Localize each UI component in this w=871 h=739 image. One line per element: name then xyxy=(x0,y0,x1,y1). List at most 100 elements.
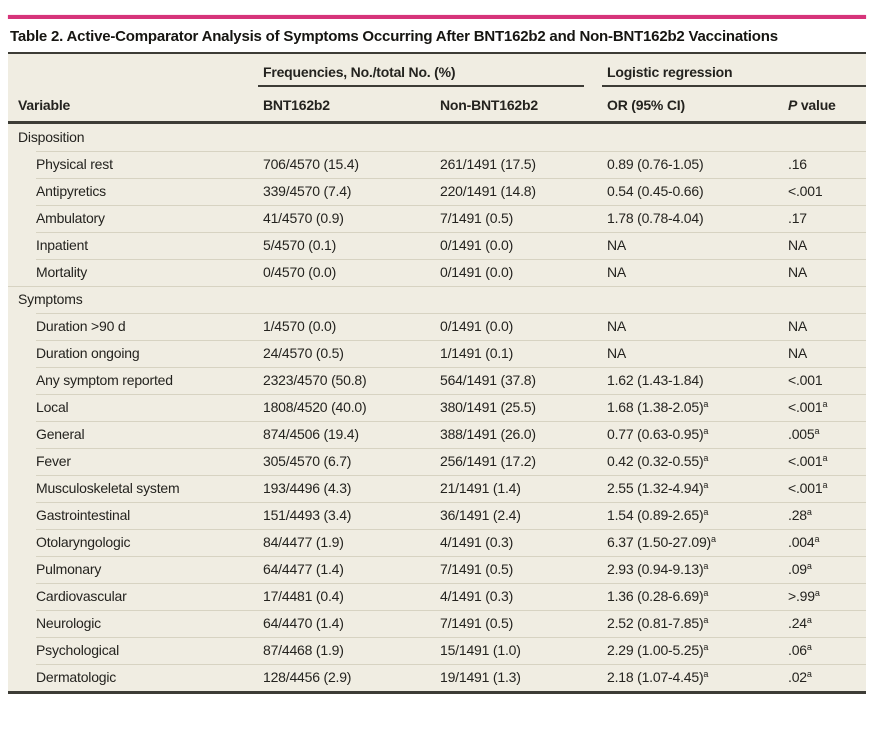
bnt162b2-cell: 64/4470 (1.4) xyxy=(263,615,344,631)
bnt162b2-cell: 2323/4570 (50.8) xyxy=(263,372,367,388)
or-cell: 2.29 (1.00-5.25)a xyxy=(607,642,709,658)
or-cell: NA xyxy=(607,264,627,280)
table-title-band: Table 2. Active-Comparator Analysis of S… xyxy=(8,19,866,52)
bnt162b2-cell: 151/4493 (3.4) xyxy=(263,507,352,523)
group-header-logistic-regression: Logistic regression xyxy=(602,62,866,87)
p-value-italic-p: P xyxy=(788,97,798,113)
variable-cell: Musculoskeletal system xyxy=(36,480,180,496)
bnt162b2-cell: 5/4570 (0.1) xyxy=(263,237,337,253)
p-value-cell: NA xyxy=(788,237,808,253)
bnt162b2-cell: 24/4570 (0.5) xyxy=(263,345,344,361)
non-bnt162b2-cell: 36/1491 (2.4) xyxy=(440,507,521,523)
table-row: Physical rest 706/4570 (15.4) 261/1491 (17… xyxy=(8,151,866,178)
table-header: Frequencies, No./total No. (%) Logistic … xyxy=(8,54,866,121)
table-row: Fever 305/4570 (6.7) 256/1491 (17.2) 0.42 (… xyxy=(8,448,866,475)
footnote-marker: a xyxy=(806,642,812,652)
footnote-marker: a xyxy=(814,534,820,544)
section-row: Symptoms xyxy=(8,286,866,313)
bnt162b2-cell: 17/4481 (0.4) xyxy=(263,588,344,604)
table-row: Musculoskeletal system 193/4496 (4.3) 21/1… xyxy=(8,475,866,502)
non-bnt162b2-cell: 256/1491 (17.2) xyxy=(440,453,536,469)
footnote-marker: a xyxy=(703,399,709,409)
p-value-cell: .004a xyxy=(788,534,820,550)
or-cell: 2.52 (0.81-7.85)a xyxy=(607,615,709,631)
group-header-frequencies: Frequencies, No./total No. (%) xyxy=(258,62,584,87)
table-row: Cardiovascular 17/4481 (0.4) 4/1491 (0.3) 1… xyxy=(8,583,866,610)
section-row: Disposition xyxy=(8,124,866,151)
bnt162b2-cell: 305/4570 (6.7) xyxy=(263,453,352,469)
footnote-marker: a xyxy=(822,480,828,490)
variable-cell: Gastrointestinal xyxy=(36,507,131,523)
bnt162b2-cell: 0/4570 (0.0) xyxy=(263,264,337,280)
non-bnt162b2-cell: 19/1491 (1.3) xyxy=(440,669,521,685)
column-group-row: Frequencies, No./total No. (%) Logistic … xyxy=(8,62,866,87)
or-cell: NA xyxy=(607,345,627,361)
non-bnt162b2-cell: 7/1491 (0.5) xyxy=(440,210,514,226)
p-value-cell: <.001a xyxy=(788,480,828,496)
table-row: Mortality 0/4570 (0.0) 0/1491 (0.0) NA NA xyxy=(8,259,866,286)
table-row: Local 1808/4520 (40.0) 380/1491 (25.5) 1.68… xyxy=(8,394,866,421)
table-row: Otolaryngologic 84/4477 (1.9) 4/1491 (0.3)… xyxy=(8,529,866,556)
footnote-marker: a xyxy=(822,399,828,409)
footnote-marker: a xyxy=(711,534,716,544)
footnote-marker: a xyxy=(806,507,812,517)
table-row: Gastrointestinal 151/4493 (3.4) 36/1491 (2… xyxy=(8,502,866,529)
footnote-marker: a xyxy=(806,615,812,625)
variable-cell: Duration >90 d xyxy=(36,318,126,334)
non-bnt162b2-cell: 261/1491 (17.5) xyxy=(440,156,536,172)
or-cell: 0.42 (0.32-0.55)a xyxy=(607,453,709,469)
footnote-marker: a xyxy=(703,453,709,463)
or-cell: 1.68 (1.38-2.05)a xyxy=(607,399,709,415)
bnt162b2-cell: 193/4496 (4.3) xyxy=(263,480,352,496)
p-value-cell: <.001 xyxy=(788,372,823,388)
footnote-marker: a xyxy=(703,426,709,436)
non-bnt162b2-cell: 15/1491 (1.0) xyxy=(440,642,521,658)
variable-cell: Fever xyxy=(36,453,71,469)
footnote-marker: a xyxy=(703,480,709,490)
table-row: Any symptom reported 2323/4570 (50.8) 564/… xyxy=(8,367,866,394)
variable-cell: Mortality xyxy=(36,264,88,280)
column-header-bnt162b2: BNT162b2 xyxy=(263,97,330,113)
bottom-rule xyxy=(8,691,866,694)
non-bnt162b2-cell: 7/1491 (0.5) xyxy=(440,561,514,577)
variable-cell: Any symptom reported xyxy=(36,372,173,388)
variable-cell: Local xyxy=(36,399,69,415)
table-row: Neurologic 64/4470 (1.4) 7/1491 (0.5) 2.52 … xyxy=(8,610,866,637)
table-row: General 874/4506 (19.4) 388/1491 (26.0) 0.7… xyxy=(8,421,866,448)
or-cell: NA xyxy=(607,318,627,334)
column-header-variable: Variable xyxy=(18,97,71,113)
variable-cell: Antipyretics xyxy=(36,183,106,199)
p-value-cell: <.001 xyxy=(788,183,823,199)
table-row: Duration ongoing 24/4570 (0.5) 1/1491 (0.1… xyxy=(8,340,866,367)
footnote-marker: a xyxy=(703,561,709,571)
section-label: Disposition xyxy=(18,129,85,145)
bnt162b2-cell: 339/4570 (7.4) xyxy=(263,183,352,199)
variable-cell: Otolaryngologic xyxy=(36,534,131,550)
non-bnt162b2-cell: 21/1491 (1.4) xyxy=(440,480,521,496)
table-surface: Frequencies, No./total No. (%) Logistic … xyxy=(8,54,866,691)
variable-cell: Cardiovascular xyxy=(36,588,127,604)
non-bnt162b2-cell: 4/1491 (0.3) xyxy=(440,534,514,550)
p-value-cell: .16 xyxy=(788,156,807,172)
or-cell: 1.36 (0.28-6.69)a xyxy=(607,588,709,604)
or-cell: 2.18 (1.07-4.45)a xyxy=(607,669,709,685)
table-row: Ambulatory 41/4570 (0.9) 7/1491 (0.5) 1.78 … xyxy=(8,205,866,232)
table-row: Pulmonary 64/4477 (1.4) 7/1491 (0.5) 2.93 (… xyxy=(8,556,866,583)
or-cell: 1.62 (1.43-1.84) xyxy=(607,372,704,388)
bnt162b2-cell: 41/4570 (0.9) xyxy=(263,210,344,226)
variable-cell: Pulmonary xyxy=(36,561,102,577)
footnote-marker: a xyxy=(822,453,828,463)
non-bnt162b2-cell: 0/1491 (0.0) xyxy=(440,264,514,280)
or-cell: 2.93 (0.94-9.13)a xyxy=(607,561,709,577)
bnt162b2-cell: 706/4570 (15.4) xyxy=(263,156,359,172)
variable-cell: Duration ongoing xyxy=(36,345,140,361)
bnt162b2-cell: 128/4456 (2.9) xyxy=(263,669,352,685)
or-cell: 6.37 (1.50-27.09)a xyxy=(607,534,716,550)
p-value-cell: .02a xyxy=(788,669,812,685)
table-title: Table 2. Active-Comparator Analysis of S… xyxy=(10,28,778,45)
bnt162b2-cell: 1808/4520 (40.0) xyxy=(263,399,367,415)
table-row: Dermatologic 128/4456 (2.9) 19/1491 (1.3) 2… xyxy=(8,664,866,691)
footnote-marker: a xyxy=(703,669,709,679)
footnote-marker: a xyxy=(814,588,820,598)
column-header-p-value: P value xyxy=(783,87,866,121)
